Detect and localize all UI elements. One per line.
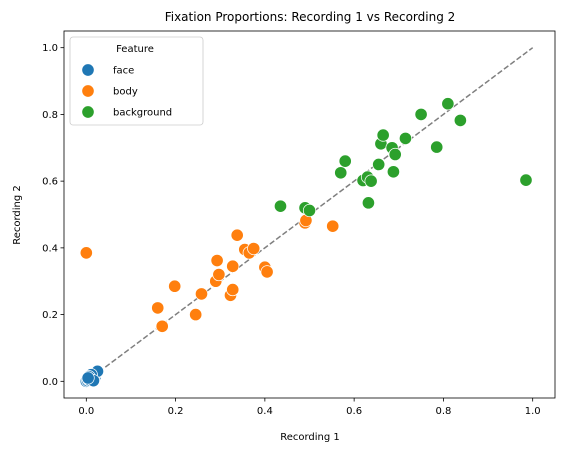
point-body-7 bbox=[210, 253, 224, 268]
y-axis-label: Recording 2 bbox=[12, 185, 23, 245]
plot-frame bbox=[63, 30, 556, 399]
point-background-4 bbox=[338, 154, 352, 168]
legend-item-face: face bbox=[81, 63, 134, 77]
point-background-8 bbox=[364, 174, 378, 188]
point-body-1 bbox=[151, 301, 165, 315]
y-axis-ticks: 0.0 0.2 0.4 0.6 0.8 1.0 bbox=[42, 43, 64, 388]
y-tick-label: 0.8 bbox=[42, 110, 58, 121]
x-tick-label: 0.2 bbox=[168, 406, 184, 417]
point-body-15 bbox=[247, 241, 261, 256]
point-body-20 bbox=[326, 219, 340, 233]
legend-marker-body bbox=[81, 84, 95, 98]
y-tick-label: 0.6 bbox=[42, 177, 58, 188]
legend: Feature face body background bbox=[69, 36, 204, 126]
point-body-2 bbox=[155, 319, 169, 333]
point-body-12 bbox=[230, 228, 244, 242]
point-face-14 bbox=[81, 371, 95, 385]
point-background-13 bbox=[386, 165, 400, 179]
legend-label-background: background bbox=[113, 108, 172, 119]
plot-area bbox=[79, 47, 534, 388]
x-tick-label: 0.0 bbox=[78, 406, 94, 417]
point-body-3 bbox=[168, 279, 182, 293]
point-body-11 bbox=[226, 282, 240, 297]
point-background-14 bbox=[388, 147, 402, 162]
point-background-19 bbox=[453, 113, 467, 127]
x-axis-label: Recording 1 bbox=[280, 432, 340, 443]
point-background-16 bbox=[414, 107, 428, 121]
y-tick-label: 0.4 bbox=[42, 243, 58, 254]
point-background-7 bbox=[361, 196, 375, 210]
point-body-10 bbox=[226, 259, 240, 273]
point-background-15 bbox=[398, 131, 413, 146]
point-background-3 bbox=[334, 166, 348, 180]
y-tick-label: 0.0 bbox=[42, 377, 58, 388]
legend-item-body: body bbox=[81, 84, 138, 98]
y-tick-label: 1.0 bbox=[42, 43, 58, 54]
series-body bbox=[79, 213, 340, 333]
series-background bbox=[273, 97, 533, 218]
point-background-18 bbox=[441, 97, 455, 111]
legend-marker-face bbox=[81, 63, 95, 77]
x-axis-ticks: 0.0 0.2 0.4 0.6 0.8 1.0 bbox=[78, 398, 541, 417]
point-body-8 bbox=[212, 267, 226, 282]
y-tick-label: 0.2 bbox=[42, 310, 58, 321]
x-tick-label: 0.6 bbox=[346, 406, 362, 417]
legend-items: face body background bbox=[81, 63, 172, 119]
chart-title: Fixation Proportions: Recording 1 vs Rec… bbox=[165, 10, 456, 24]
point-body-4 bbox=[189, 308, 203, 322]
x-tick-label: 0.4 bbox=[257, 406, 273, 417]
series-face bbox=[79, 364, 105, 388]
legend-box bbox=[69, 36, 204, 126]
point-background-17 bbox=[430, 140, 444, 154]
point-background-0 bbox=[273, 199, 288, 213]
point-body-0 bbox=[79, 246, 93, 260]
x-tick-label: 1.0 bbox=[525, 406, 541, 417]
point-background-20 bbox=[519, 173, 533, 187]
legend-item-background: background bbox=[81, 105, 172, 119]
point-background-11 bbox=[376, 128, 390, 142]
point-body-5 bbox=[194, 287, 209, 301]
point-background-2 bbox=[302, 203, 317, 218]
legend-marker-background bbox=[81, 105, 95, 119]
legend-label-face: face bbox=[113, 66, 134, 77]
legend-label-body: body bbox=[113, 87, 138, 98]
legend-title: Feature bbox=[116, 44, 154, 55]
x-tick-label: 0.8 bbox=[435, 406, 451, 417]
point-body-17 bbox=[260, 265, 274, 279]
point-background-9 bbox=[372, 157, 386, 172]
